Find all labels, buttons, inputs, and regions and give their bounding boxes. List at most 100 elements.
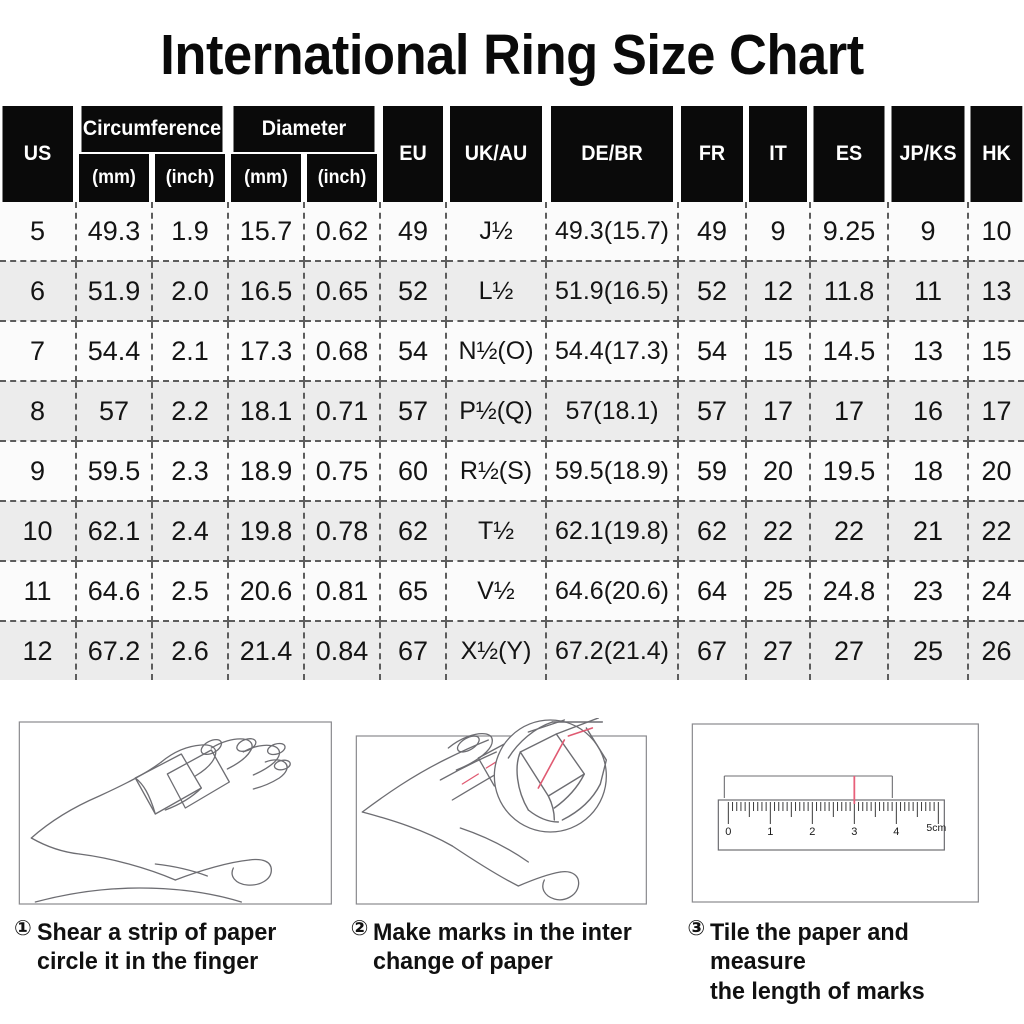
col-header-eu: EU bbox=[381, 106, 445, 202]
cell-fr: 62 bbox=[678, 501, 748, 562]
table-row: 11 64.6 2.5 20.6 0.81 65 V½ 64.6(20.6) 64 25 24.8 2… bbox=[0, 561, 1024, 622]
cell-eu: 65 bbox=[380, 561, 448, 622]
cell-dia-inch: 0.78 bbox=[304, 501, 382, 562]
cell-dia-inch: 0.62 bbox=[304, 202, 382, 262]
col-header-uk-au: UK/AU bbox=[448, 106, 544, 202]
cell-it: 17 bbox=[746, 381, 812, 442]
step-number-badge-1: ① bbox=[14, 917, 32, 940]
cell-de-br: 54.4(17.3) bbox=[546, 321, 680, 382]
col-header-circumference: Circumference bbox=[79, 106, 225, 154]
cell-circ-inch: 2.1 bbox=[152, 321, 229, 382]
cell-it: 22 bbox=[746, 501, 812, 562]
ruler-unit-label: 5cm bbox=[927, 822, 947, 834]
table-row: 5 49.3 1.9 15.7 0.62 49 J½ 49.3(15.7) 49 9 9.25 9 10 bbox=[0, 202, 1024, 262]
col-header-de-br: DE/BR bbox=[549, 106, 675, 202]
cell-circ-inch: 2.4 bbox=[152, 501, 229, 562]
cell-hk: 20 bbox=[968, 441, 1024, 502]
cell-fr: 49 bbox=[678, 202, 748, 262]
cell-circ-inch: 2.5 bbox=[152, 561, 229, 622]
cell-hk: 24 bbox=[968, 561, 1024, 622]
col-header-dia-mm: (mm) bbox=[229, 153, 303, 202]
cell-it: 15 bbox=[746, 321, 812, 382]
col-header-circ-inch: (inch) bbox=[153, 153, 227, 202]
cell-circ-mm: 57 bbox=[76, 381, 153, 442]
cell-jp-ks: 11 bbox=[888, 261, 970, 322]
cell-uk-au: L½ bbox=[446, 261, 548, 322]
cell-jp-ks: 13 bbox=[888, 321, 970, 382]
cell-us: 8 bbox=[0, 381, 77, 442]
instruction-text-2: Make marks in the inter change of paper bbox=[373, 918, 632, 977]
ruler-tick-1: 1 bbox=[768, 826, 774, 838]
cell-us: 6 bbox=[0, 261, 77, 322]
cell-dia-mm: 16.5 bbox=[228, 261, 305, 322]
ring-size-table-container: US Circumference Diameter EU UK/AU DE/BR… bbox=[0, 106, 1024, 680]
table-row: 6 51.9 2.0 16.5 0.65 52 L½ 51.9(16.5) 52 12 11.8 11… bbox=[0, 261, 1024, 322]
illustration-panel-3: 0 1 2 3 4 5cm bbox=[687, 718, 1010, 908]
cell-dia-mm: 19.8 bbox=[228, 501, 305, 562]
ruler-tick-0: 0 bbox=[726, 826, 732, 838]
cell-dia-mm: 20.6 bbox=[228, 561, 305, 622]
cell-dia-mm: 21.4 bbox=[228, 621, 305, 680]
ruler-tick-3: 3 bbox=[852, 826, 858, 838]
cell-eu: 67 bbox=[380, 621, 448, 680]
cell-jp-ks: 25 bbox=[888, 621, 970, 680]
table-body: 5 49.3 1.9 15.7 0.62 49 J½ 49.3(15.7) 49 9 9.25 9 10… bbox=[0, 202, 1024, 680]
cell-it: 12 bbox=[746, 261, 812, 322]
instruction-captions: ① Shear a strip of paper circle it in the … bbox=[0, 917, 1024, 1006]
cell-circ-inch: 2.3 bbox=[152, 441, 229, 502]
cell-dia-inch: 0.71 bbox=[304, 381, 382, 442]
cell-dia-mm: 18.1 bbox=[228, 381, 305, 442]
cell-uk-au: R½(S) bbox=[446, 441, 548, 502]
instruction-line2-1: circle it in the finger bbox=[36, 948, 258, 976]
cell-eu: 54 bbox=[380, 321, 448, 382]
cell-circ-mm: 62.1 bbox=[76, 501, 153, 562]
cell-de-br: 51.9(16.5) bbox=[546, 261, 680, 322]
cell-us: 10 bbox=[0, 501, 77, 562]
cell-jp-ks: 16 bbox=[888, 381, 970, 442]
cell-dia-mm: 18.9 bbox=[228, 441, 305, 502]
cell-es: 22 bbox=[810, 501, 890, 562]
table-row: 12 67.2 2.6 21.4 0.84 67 X½(Y) 67.2(21.4) 67 27 27… bbox=[0, 621, 1024, 680]
cell-es: 9.25 bbox=[810, 202, 890, 262]
col-header-it: IT bbox=[746, 106, 810, 202]
cell-fr: 54 bbox=[678, 321, 748, 382]
cell-dia-mm: 15.7 bbox=[228, 202, 305, 262]
col-header-diameter: Diameter bbox=[231, 106, 377, 154]
instruction-line2-2: change of paper bbox=[373, 948, 554, 976]
ring-size-table: US Circumference Diameter EU UK/AU DE/BR… bbox=[0, 106, 1024, 680]
cell-dia-inch: 0.65 bbox=[304, 261, 382, 322]
table-row: 8 57 2.2 18.1 0.71 57 P½(Q) 57(18.1) 57 17 17 16 17 bbox=[0, 381, 1024, 442]
cell-circ-mm: 64.6 bbox=[76, 561, 153, 622]
cell-dia-inch: 0.68 bbox=[304, 321, 382, 382]
cell-it: 20 bbox=[746, 441, 812, 502]
cell-circ-inch: 2.0 bbox=[152, 261, 229, 322]
cell-de-br: 62.1(19.8) bbox=[546, 501, 680, 562]
col-header-es: ES bbox=[811, 106, 887, 202]
col-header-jp-ks: JP/KS bbox=[889, 106, 967, 202]
cell-es: 14.5 bbox=[810, 321, 890, 382]
cell-circ-inch: 2.6 bbox=[152, 621, 229, 680]
cell-circ-mm: 51.9 bbox=[76, 261, 153, 322]
table-header: US Circumference Diameter EU UK/AU DE/BR… bbox=[0, 106, 1024, 202]
cell-jp-ks: 9 bbox=[888, 202, 970, 262]
cell-us: 12 bbox=[0, 621, 77, 680]
cell-eu: 60 bbox=[380, 441, 448, 502]
instruction-line1-3: Tile the paper and measure bbox=[710, 919, 909, 976]
instruction-line2-3: the length of marks bbox=[710, 977, 925, 1005]
cell-us: 7 bbox=[0, 321, 77, 382]
page-title: International Ring Size Chart bbox=[160, 23, 864, 87]
table-row: 10 62.1 2.4 19.8 0.78 62 T½ 62.1(19.8) 62 22 22 21 2… bbox=[0, 501, 1024, 562]
cell-uk-au: V½ bbox=[446, 561, 548, 622]
instruction-text-3: Tile the paper and measure the length of … bbox=[710, 918, 1001, 1006]
cell-uk-au: J½ bbox=[446, 202, 548, 262]
instruction-3: ③ Tile the paper and measure the length of… bbox=[687, 917, 1010, 1006]
cell-dia-inch: 0.75 bbox=[304, 441, 382, 502]
hand-with-paper-strip-illustration bbox=[18, 721, 332, 905]
cell-fr: 59 bbox=[678, 441, 748, 502]
col-header-dia-inch: (inch) bbox=[305, 153, 379, 202]
cell-jp-ks: 21 bbox=[888, 501, 970, 562]
cell-eu: 62 bbox=[380, 501, 448, 562]
illustration-panels: 0 1 2 3 4 5cm bbox=[0, 718, 1024, 908]
illustration-panel-2 bbox=[351, 718, 674, 908]
